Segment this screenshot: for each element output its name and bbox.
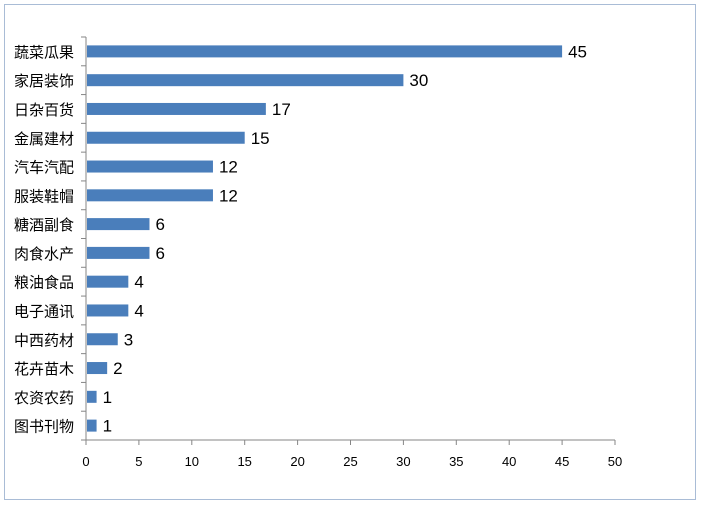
x-tick-label: 50 — [608, 454, 622, 469]
category-label: 农资农药 — [14, 389, 74, 407]
category-label: 中西药材 — [14, 331, 74, 349]
data-label: 2 — [113, 359, 122, 378]
category-label: 糖酒副食 — [14, 216, 74, 234]
data-label: 12 — [219, 158, 238, 177]
category-label: 汽车汽配 — [14, 159, 74, 177]
x-tick-label: 5 — [135, 454, 142, 469]
data-label: 1 — [103, 388, 112, 407]
bar — [87, 419, 97, 432]
category-label: 服装鞋帽 — [14, 187, 74, 205]
data-label: 4 — [134, 273, 143, 292]
bar — [87, 218, 150, 231]
bar — [87, 74, 404, 87]
category-label: 家居装饰 — [14, 72, 74, 90]
data-label: 12 — [219, 186, 238, 205]
bar — [87, 304, 129, 317]
data-label: 3 — [124, 330, 133, 349]
category-label: 肉食水产 — [14, 245, 74, 263]
bar — [87, 362, 108, 375]
bar — [87, 189, 213, 202]
data-label: 17 — [272, 100, 291, 119]
data-label: 6 — [155, 215, 164, 234]
category-label: 粮油食品 — [14, 274, 74, 292]
category-label: 金属建材 — [14, 130, 74, 148]
data-label: 6 — [155, 244, 164, 263]
data-label: 45 — [568, 42, 587, 61]
bar — [87, 131, 245, 144]
category-label: 蔬菜瓜果 — [14, 43, 74, 61]
bar — [87, 333, 118, 346]
x-tick-label: 25 — [343, 454, 357, 469]
x-tick-label: 35 — [449, 454, 463, 469]
x-tick-label: 10 — [185, 454, 199, 469]
x-tick-label: 15 — [237, 454, 251, 469]
x-tick-label: 0 — [82, 454, 89, 469]
data-label: 30 — [409, 71, 428, 90]
category-label: 电子通讯 — [14, 302, 74, 320]
data-label: 15 — [251, 129, 270, 148]
bar — [87, 45, 563, 58]
category-label: 图书刊物 — [14, 418, 74, 436]
bar — [87, 275, 129, 288]
bar — [87, 246, 150, 259]
bar — [87, 390, 97, 403]
category-label: 日杂百货 — [14, 101, 74, 119]
bar — [87, 160, 213, 173]
data-label: 4 — [134, 301, 143, 320]
category-label: 花卉苗木 — [14, 360, 74, 378]
x-tick-label: 20 — [290, 454, 304, 469]
data-label: 1 — [103, 417, 112, 436]
x-tick-label: 40 — [502, 454, 516, 469]
bar — [87, 102, 266, 115]
x-tick-label: 30 — [396, 454, 410, 469]
x-tick-label: 45 — [555, 454, 569, 469]
